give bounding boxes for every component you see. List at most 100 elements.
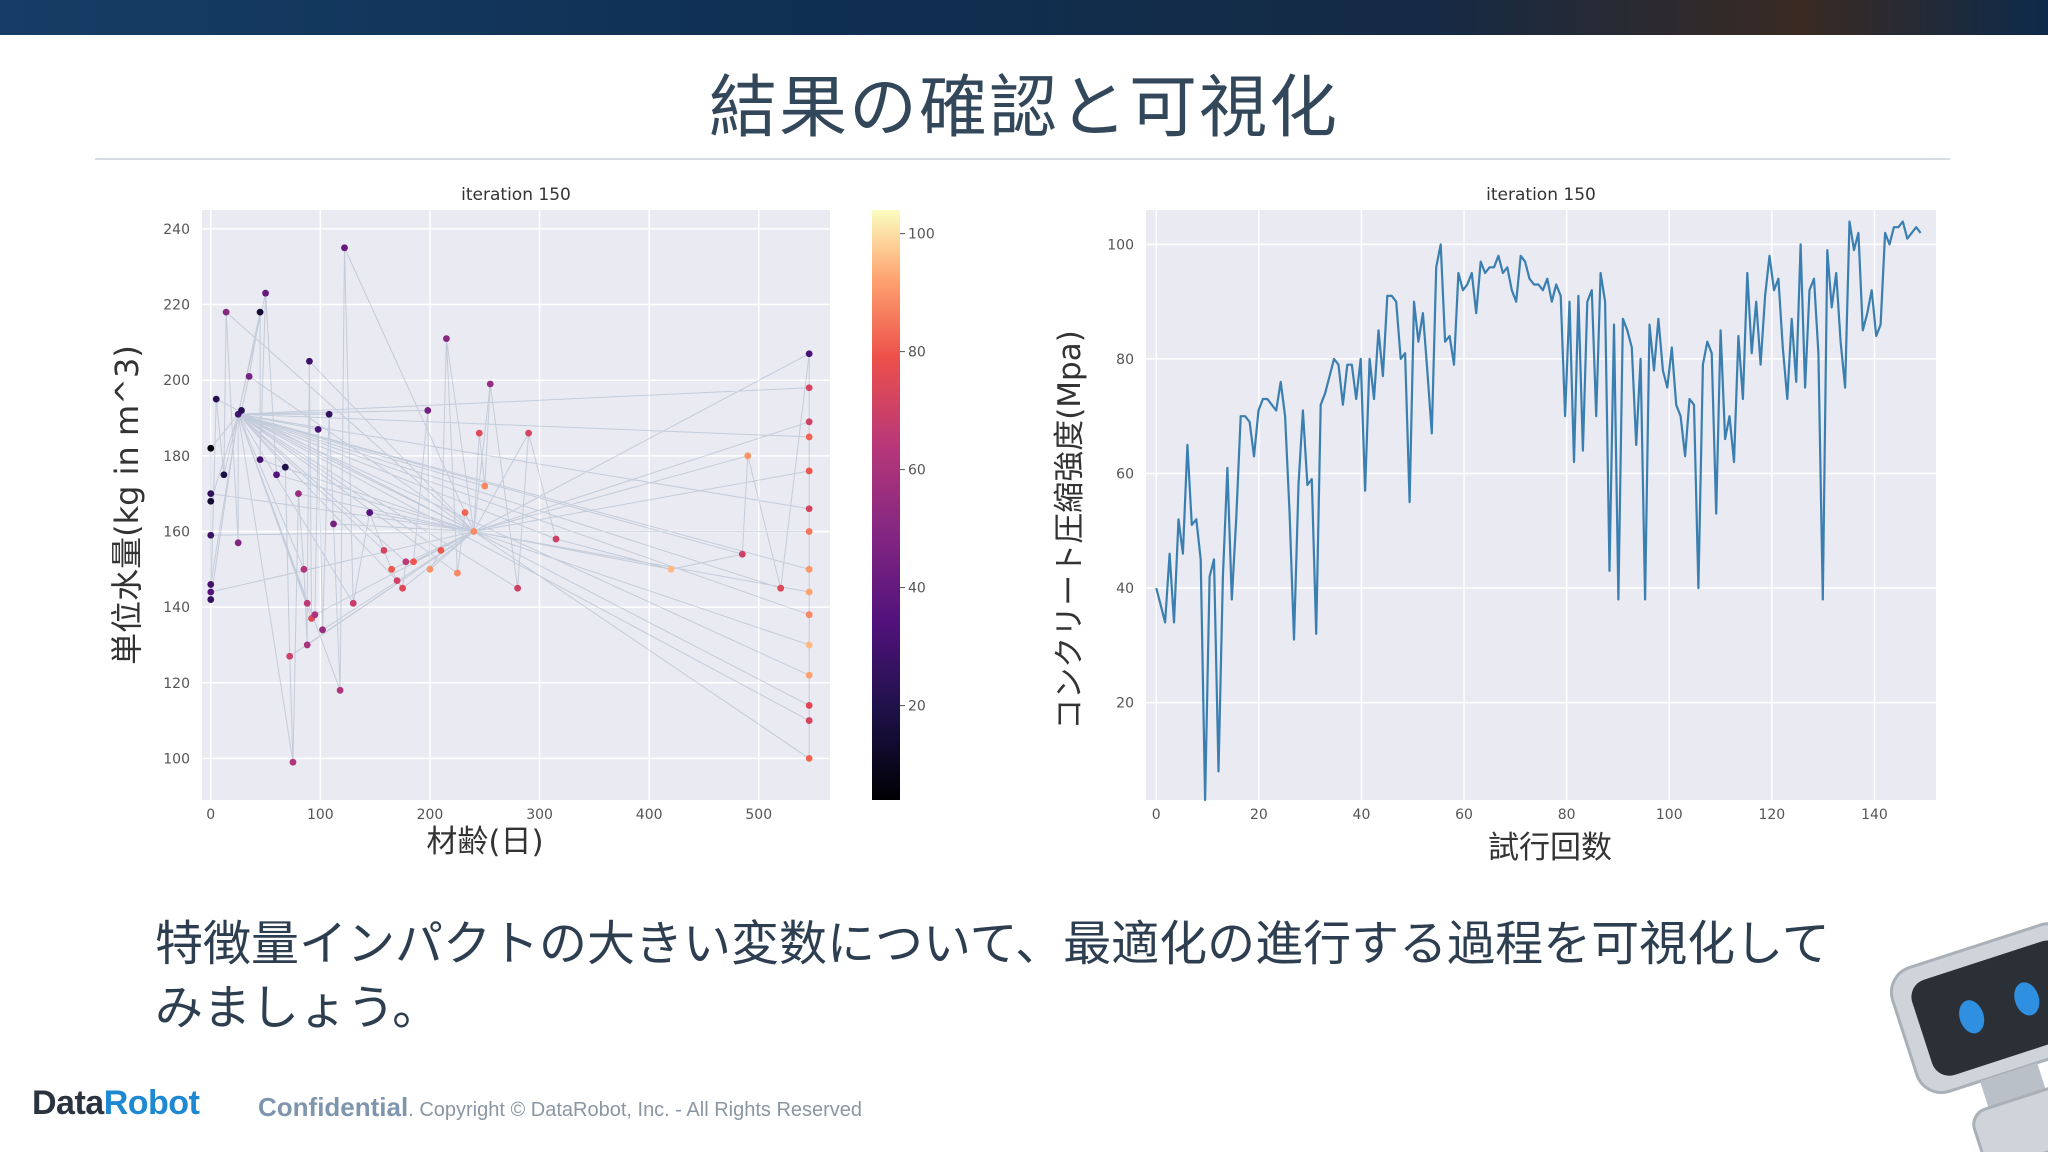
scatter-y-tick-label: 200	[163, 373, 190, 389]
scatter-point	[738, 550, 746, 558]
scatter-x-tick-label: 0	[206, 807, 215, 823]
scatter-point	[336, 686, 344, 694]
scatter-point	[805, 754, 813, 762]
scatter-point	[256, 308, 264, 316]
line-x-tick-label: 120	[1758, 807, 1785, 823]
scatter-ylabel: 単位水量(kg in m^3)	[108, 345, 146, 665]
scatter-point	[306, 357, 313, 365]
scatter-point	[207, 581, 215, 588]
scatter-x-tick-label: 100	[307, 807, 334, 823]
datarobot-logo: DataRobot	[32, 1084, 200, 1123]
scatter-point	[388, 565, 396, 573]
scatter-xlabel: 材齢(日)	[426, 824, 543, 860]
line-y-tick-label: 100	[1107, 237, 1134, 253]
scatter-point	[207, 531, 215, 539]
scatter-point	[410, 558, 417, 566]
colorbar-tick-label: 40	[908, 581, 926, 597]
scatter-point	[481, 482, 489, 490]
scatter-point	[380, 546, 388, 554]
scatter-point	[207, 596, 215, 603]
top-banner	[0, 0, 2048, 35]
scatter-point	[805, 588, 813, 596]
scatter-point	[245, 373, 253, 380]
line-x-tick-label: 0	[1152, 807, 1161, 823]
logo-part-data: Data	[32, 1084, 104, 1122]
footer-copyright: Confidential. Copyright © DataRobot, Inc…	[258, 1092, 862, 1123]
line-x-tick-label: 80	[1558, 807, 1576, 823]
scatter-point	[486, 380, 494, 388]
line-x-tick-label: 60	[1455, 807, 1473, 823]
scatter-point	[286, 652, 294, 660]
colorbar	[872, 210, 900, 800]
scatter-point	[443, 335, 450, 342]
scatter-point	[525, 429, 533, 437]
scatter-point	[552, 535, 560, 543]
scatter-point	[207, 490, 215, 498]
scatter-point	[222, 308, 230, 316]
scatter-point	[207, 444, 215, 452]
scatter-point	[805, 717, 813, 724]
scatter-point	[805, 418, 813, 426]
colorbar-tick-label: 80	[908, 345, 926, 361]
scatter-point	[805, 565, 813, 573]
robot-mascot-icon	[1889, 922, 2048, 1152]
line-y-tick-label: 60	[1116, 466, 1134, 482]
scatter-point	[805, 528, 813, 535]
scatter-point	[289, 758, 297, 766]
scatter-point	[805, 671, 813, 679]
line-x-tick-label: 100	[1656, 807, 1683, 823]
line-title: iteration 150	[1486, 185, 1596, 205]
line-xlabel: 試行回数	[1488, 830, 1612, 866]
line-series	[1155, 220, 1922, 802]
page-title: 結果の確認と可視化	[708, 69, 1339, 148]
scatter-point	[220, 471, 228, 479]
scatter-y-tick-label: 240	[163, 222, 190, 238]
logo-part-robot: Robot	[103, 1084, 200, 1122]
scatter-point	[470, 528, 478, 535]
scatter-point	[805, 433, 813, 441]
scatter-point	[399, 584, 406, 592]
confidential-label: Confidential	[258, 1092, 409, 1122]
scatter-point	[461, 509, 469, 516]
scatter-x-tick-label: 500	[745, 807, 772, 823]
scatter-point	[273, 471, 280, 479]
scatter-point	[805, 641, 813, 649]
scatter-y-tick-label: 160	[163, 524, 190, 540]
scatter-point	[667, 565, 675, 573]
copyright-text: . Copyright © DataRobot, Inc. - All Righ…	[408, 1099, 863, 1121]
scatter-x-tick-label: 200	[417, 807, 444, 823]
scatter-point	[805, 350, 813, 358]
scatter-point	[805, 505, 813, 513]
line-y-tick-label: 40	[1116, 581, 1134, 597]
scatter-y-tick-label: 180	[163, 449, 190, 465]
scatter-point	[426, 565, 434, 573]
scatter-y-tick-label: 100	[163, 751, 190, 767]
scatter-point	[325, 410, 333, 418]
scatter-point	[238, 407, 245, 414]
scatter-plot-area	[202, 210, 830, 800]
scatter-point	[314, 425, 322, 433]
scatter-chart: 0 100 200 300 400 500 100 120 140 160 180 200 220 24…	[108, 185, 935, 860]
scatter-point	[303, 641, 311, 649]
scatter-y-tick-label: 120	[163, 676, 190, 692]
line-y-tick-label: 80	[1116, 352, 1134, 368]
scatter-point	[319, 626, 326, 634]
scatter-point	[349, 599, 357, 607]
line-y-tick-label: 20	[1116, 696, 1134, 712]
scatter-point	[475, 429, 483, 437]
scatter-point	[256, 456, 264, 464]
scatter-point	[281, 463, 289, 471]
scatter-point	[453, 569, 461, 577]
colorbar-tick-label: 60	[908, 463, 926, 479]
scatter-title: iteration 150	[461, 185, 571, 205]
scatter-point	[303, 599, 311, 607]
scatter-y-tick-label: 140	[163, 600, 190, 616]
scatter-y-tick-label: 220	[163, 298, 190, 314]
scatter-point	[330, 520, 337, 528]
scatter-point	[744, 452, 752, 460]
line-x-tick-label: 20	[1250, 807, 1268, 823]
line-chart: 0 20 40 60 80 100 120 140 20 40 60 80 100 iteration…	[1052, 185, 1936, 866]
scatter-x-tick-label: 300	[526, 807, 553, 823]
scatter-point	[393, 577, 401, 585]
scatter-point	[424, 407, 432, 414]
